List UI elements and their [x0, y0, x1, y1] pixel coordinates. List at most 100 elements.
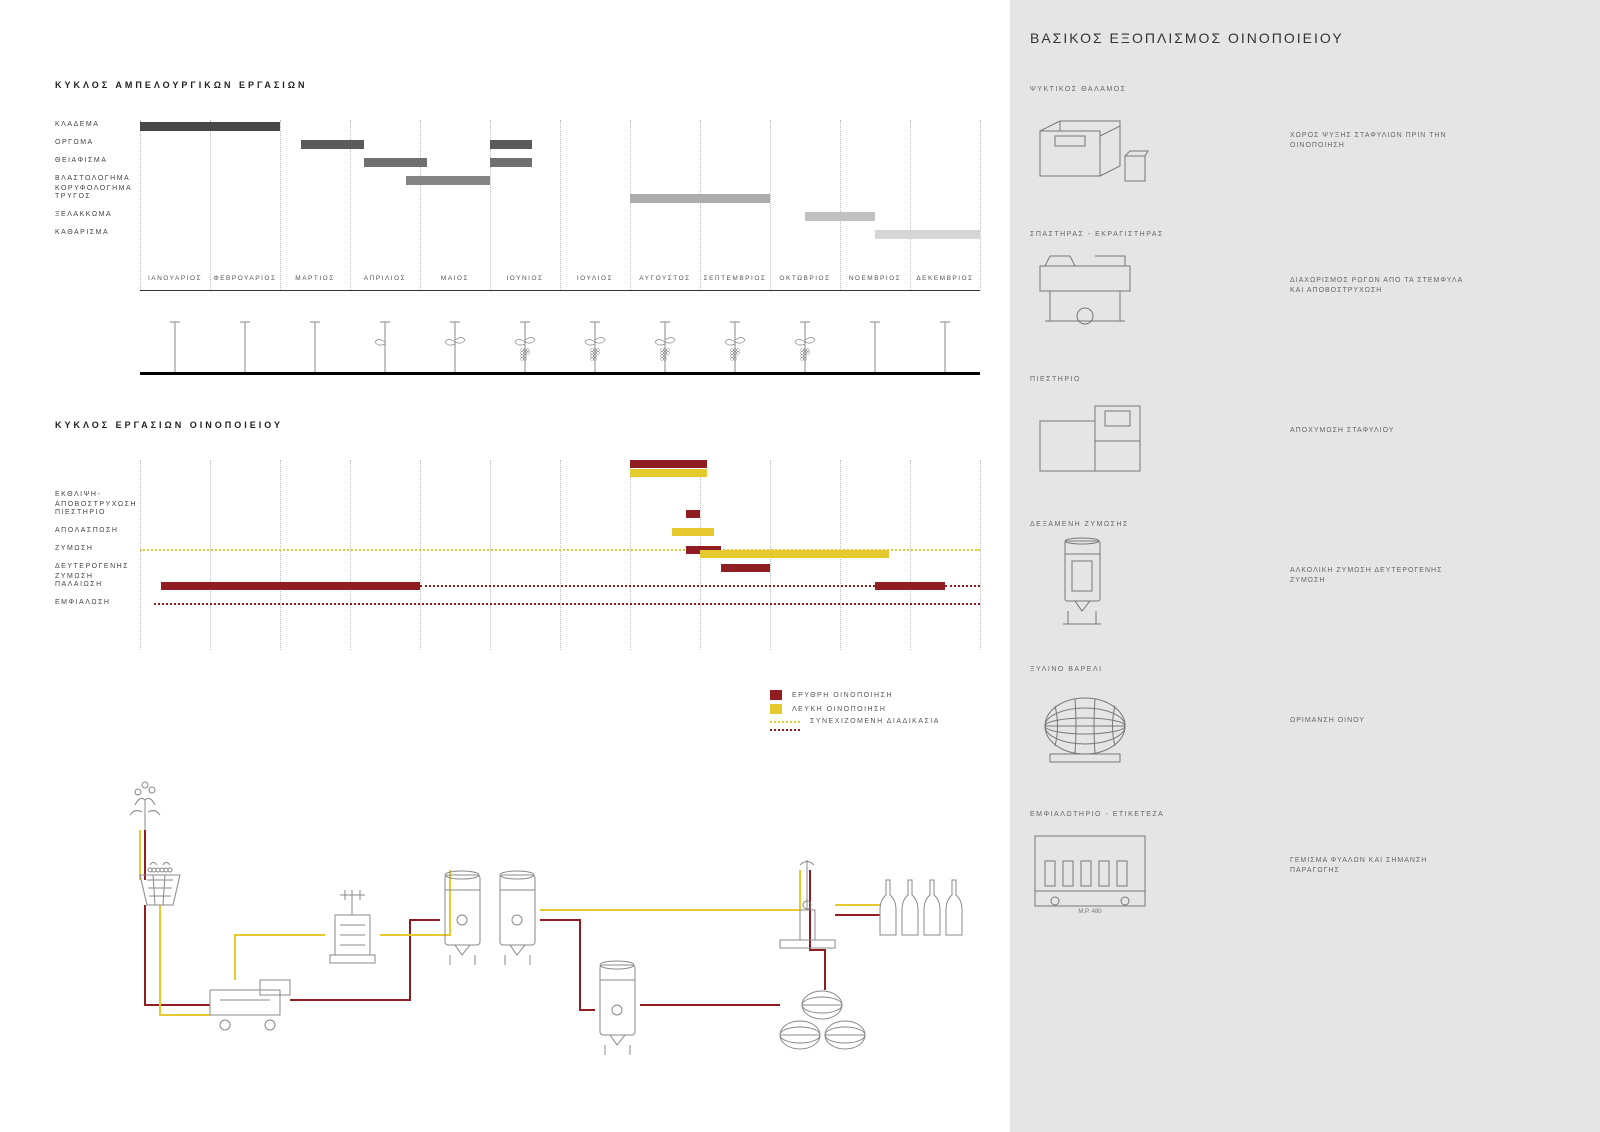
- vine-icon: [710, 312, 760, 372]
- gantt-bar: [140, 122, 280, 131]
- vine-icon: [220, 312, 270, 372]
- tank-icon: [600, 961, 635, 1055]
- equipment-item: ΕΜΦΙΑΛΩΤΗΡΙΟ - ΕΤΙΚΕΤΕΖΑ M.P. 480 ΓΕΜΙΣΜΑ …: [1030, 811, 1580, 921]
- row-label: ΕΚΘΛΙΨΗ- ΑΠΟΒΟΣΤΡΥΧΩΣΗ: [55, 490, 140, 508]
- month-label: ΣΕΠΤΕΜΒΡΙΟΣ: [700, 275, 770, 282]
- vine-icon: [150, 312, 200, 372]
- gantt-bar: [875, 230, 980, 239]
- bottler-icon: M.P. 480: [1030, 826, 1150, 916]
- vine-icon: [430, 312, 480, 372]
- vine-growth-row: [140, 305, 980, 375]
- row-label: ΞΕΛΑΚΚΩΜΑ: [55, 210, 140, 228]
- gantt-bar: [672, 528, 714, 536]
- tank-icon: [1030, 536, 1150, 626]
- vine-icon: [850, 312, 900, 372]
- equipment-item: ΔΕΞΑΜΕΝΗ ΖΥΜΩΣΗΣ ΑΛΚΟΛΙΚΗ ΖΥΜΩΣΗ ΔΕΥΤΕΡΟΓ…: [1030, 521, 1580, 631]
- vine-icon: [640, 312, 690, 372]
- legend-item: [770, 729, 940, 731]
- vine-icon: [290, 312, 340, 372]
- process-flow-diagram: [80, 740, 980, 1070]
- month-label: ΙΑΝΟΥΑΡΙΟΣ: [140, 275, 210, 282]
- dotted-bar: [154, 603, 980, 605]
- press-icon: [1030, 391, 1150, 481]
- month-label: ΜΑΙΟΣ: [420, 275, 490, 282]
- row-label: ΑΠΟΛΑΣΠΩΣΗ: [55, 526, 140, 544]
- row-label: ΒΛΑΣΤΟΛΟΓΗΜΑ ΚΟΡΥΦΟΛΟΓΗΜΑ: [55, 174, 140, 192]
- gantt-bar: [630, 194, 770, 203]
- month-label: ΙΟΥΝΙΟΣ: [490, 275, 560, 282]
- gantt-bar: [686, 510, 700, 518]
- equipment-name: ΞΥΛΙΝΟ ΒΑΡΕΛΙ: [1030, 666, 1290, 673]
- chart2-title: ΚΥΚΛΟΣ ΕΡΓΑΣΙΩΝ ΟΙΝΟΠΟΙΕΙΟΥ: [55, 420, 1005, 430]
- gantt-bar: [301, 140, 364, 149]
- gantt-bar: [630, 460, 707, 468]
- month-label: ΦΕΒΡΟΥΑΡΙΟΣ: [210, 275, 280, 282]
- crusher-icon: [210, 980, 290, 1030]
- month-label: ΙΟΥΛΙΟΣ: [560, 275, 630, 282]
- row-label: ΤΡΥΓΟΣ: [55, 192, 140, 210]
- month-label: ΑΥΓΟΥΣΤΟΣ: [630, 275, 700, 282]
- gantt-bar: [406, 176, 490, 185]
- equipment-name: ΕΜΦΙΑΛΩΤΗΡΙΟ - ΕΤΙΚΕΤΕΖΑ: [1030, 811, 1290, 818]
- dotted-bar: [420, 585, 875, 587]
- row-label: ΟΡΓΩΜΑ: [55, 138, 140, 156]
- bottler-icon: [780, 860, 835, 948]
- row-label: ΚΑΘΑΡΙΣΜΑ: [55, 228, 140, 246]
- gantt-bar: [490, 140, 532, 149]
- equipment-sidebar: ΒΑΣΙΚΟΣ ΕΞΟΠΛΙΣΜΟΣ ΟΙΝΟΠΟΙΕΙΟΥ ΨΥΚΤΙΚΟΣ …: [1010, 0, 1600, 1132]
- equipment-name: ΣΠΑΣΤΗΡΑΣ - ΕΚΡΑΓΙΣΤΗΡΑΣ: [1030, 231, 1290, 238]
- legend-label: ΛΕΥΚΗ ΟΙΝΟΠΟΙΗΣΗ: [792, 706, 886, 713]
- row-label: ΘΕΙΑΦΙΣΜΑ: [55, 156, 140, 174]
- row-label: ΠΑΛΑΙΩΣΗ: [55, 580, 140, 598]
- month-label: ΑΠΡΙΛΙΟΣ: [350, 275, 420, 282]
- barrels-icon: [780, 991, 865, 1049]
- month-label: ΔΕΚΕΜΒΡΙΟΣ: [910, 275, 980, 282]
- legend-swatch: [770, 704, 782, 714]
- equipment-desc: ΧΩΡΟΣ ΨΥΞΗΣ ΣΤΑΦΥΛΙΩΝ ΠΡΙΝ ΤΗΝ ΟΙΝΟΠΟΙΗΣ…: [1290, 131, 1470, 152]
- row-label: ΚΛΑΔΕΜΑ: [55, 120, 140, 138]
- equipment-name: ΔΕΞΑΜΕΝΗ ΖΥΜΩΣΗΣ: [1030, 521, 1290, 528]
- gantt-bar: [700, 550, 889, 558]
- equipment-desc: ΩΡΙΜΑΝΣΗ ΟΙΝΟΥ: [1290, 716, 1470, 727]
- equipment-name: ΠΙΕΣΤΗΡΙΟ: [1030, 376, 1290, 383]
- legend-label: ΕΡΥΘΡΗ ΟΙΝΟΠΟΙΗΣΗ: [792, 692, 893, 699]
- legend-item: ΣΥΝΕΧΙΖΟΜΕΝΗ ΔΙΑΔΙΚΑΣΙΑ: [770, 718, 940, 725]
- equipment-desc: ΑΠΟΧΥΜΩΣΗ ΣΤΑΦΥΛΙΟΥ: [1290, 426, 1470, 437]
- gantt-bar: [805, 212, 875, 221]
- row-label: ΖΥΜΩΣΗ: [55, 544, 140, 562]
- month-label: ΟΚΤΩΒΡΙΟΣ: [770, 275, 840, 282]
- vine-icon: [920, 312, 970, 372]
- vine-icon: [500, 312, 550, 372]
- barrel-icon: [1030, 681, 1150, 771]
- equipment-item: ΞΥΛΙΝΟ ΒΑΡΕΛΙ ΩΡΙΜΑΝΣΗ ΟΙΝΟΥ: [1030, 666, 1580, 776]
- coldroom-icon: [1030, 101, 1150, 191]
- sidebar-title: ΒΑΣΙΚΟΣ ΕΞΟΠΛΙΣΜΟΣ ΟΙΝΟΠΟΙΕΙΟΥ: [1030, 30, 1580, 46]
- svg-text:M.P. 480: M.P. 480: [1078, 909, 1102, 915]
- equipment-item: ΣΠΑΣΤΗΡΑΣ - ΕΚΡΑΓΙΣΤΗΡΑΣΔΙΑΧΩΡΙΣΜΟΣ ΡΩΓΩ…: [1030, 231, 1580, 341]
- gantt-bar: [630, 469, 707, 477]
- legend-swatch: [770, 690, 782, 700]
- chart1-title: ΚΥΚΛΟΣ ΑΜΠΕΛΟΥΡΓΙΚΩΝ ΕΡΓΑΣΙΩΝ: [55, 80, 1005, 90]
- equipment-desc: ΓΕΜΙΣΜΑ ΦΥΑΛΩΝ ΚΑΙ ΣΗΜΑΝΣΗ ΠΑΡΑΓΩΓΗΣ: [1290, 856, 1470, 877]
- legend-dash: [770, 729, 800, 731]
- vine-icon: [130, 782, 160, 830]
- equipment-item: ΠΙΕΣΤΗΡΙΟ ΑΠΟΧΥΜΩΣΗ ΣΤΑΦΥΛΙΟΥ: [1030, 376, 1580, 486]
- gantt-bar: [161, 582, 420, 590]
- gantt-bar: [721, 564, 770, 572]
- bottles-icon: [880, 880, 962, 935]
- dotted-bar: [945, 585, 980, 587]
- gantt-bar: [490, 158, 532, 167]
- month-label: ΝΟΕΜΒΡΙΟΣ: [840, 275, 910, 282]
- row-label: ΠΙΕΣΤΗΡΙΟ: [55, 508, 140, 526]
- month-label: ΜΑΡΤΙΟΣ: [280, 275, 350, 282]
- tank-icon: [500, 871, 535, 965]
- crusher-icon: [1030, 246, 1150, 336]
- row-label: ΔΕΥΤΕΡΟΓΕΝΗΣ ΖΥΜΩΣΗ: [55, 562, 140, 580]
- vine-icon: [360, 312, 410, 372]
- gantt-bar: [875, 582, 945, 590]
- vine-icon: [570, 312, 620, 372]
- legend-dash: [770, 721, 800, 723]
- equipment-desc: ΑΛΚΟΛΙΚΗ ΖΥΜΩΣΗ ΔΕΥΤΕΡΟΓΕΝΗΣ ΖΥΜΩΣΗ: [1290, 566, 1470, 587]
- equipment-name: ΨΥΚΤΙΚΟΣ ΘΑΛΑΜΟΣ: [1030, 86, 1290, 93]
- legend: ΕΡΥΘΡΗ ΟΙΝΟΠΟΙΗΣΗ ΛΕΥΚΗ ΟΙΝΟΠΟΙΗΣΗ ΣΥΝΕΧΙΖ…: [770, 690, 940, 735]
